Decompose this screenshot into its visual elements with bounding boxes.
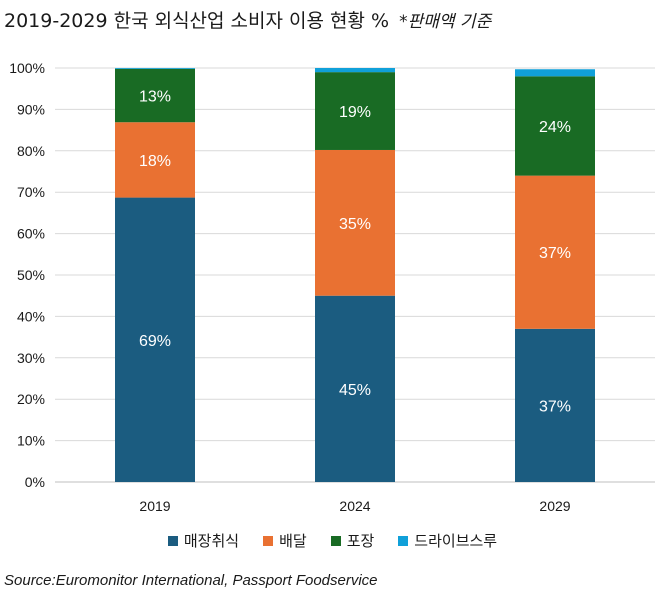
y-tick-label: 60% — [17, 226, 45, 242]
y-tick-label: 100% — [9, 60, 45, 76]
legend-label: 배달 — [279, 532, 307, 550]
legend-label: 포장 — [346, 532, 375, 550]
bar-segment — [115, 197, 195, 482]
chart-title: 2019-2029 한국 외식산업 소비자 이용 현황 % *판매액 기준 — [4, 6, 491, 33]
bar-segment — [515, 69, 595, 77]
data-label: 13% — [139, 89, 171, 106]
bar-segment — [515, 328, 595, 482]
bar-segment — [515, 175, 595, 329]
bar-segment — [315, 295, 395, 482]
data-label: 19% — [339, 104, 371, 121]
legend-swatch — [330, 535, 341, 546]
y-tick-label: 70% — [17, 184, 45, 200]
legend-label: 매장취식 — [183, 532, 240, 550]
y-tick-label: 0% — [25, 474, 45, 490]
data-label: 35% — [339, 216, 371, 233]
bar-segment — [115, 68, 195, 123]
legend-swatch — [263, 535, 274, 546]
data-label: 37% — [539, 245, 571, 262]
bar-segment — [115, 122, 195, 198]
data-label: 24% — [539, 119, 571, 136]
legend-item: 포장 — [330, 530, 375, 551]
legend-item: 배달 — [263, 530, 307, 551]
legend-swatch — [167, 535, 178, 546]
y-tick-label: 90% — [17, 101, 45, 117]
legend: 매장취식 배달 포장 드라이브스루 — [0, 530, 665, 551]
title-main: 2019-2029 한국 외식산업 소비자 이용 현황 % — [4, 10, 390, 32]
data-label: 18% — [139, 153, 171, 170]
y-tick-label: 10% — [17, 433, 45, 449]
data-label: 69% — [139, 333, 171, 350]
x-tick-label: 2029 — [539, 498, 570, 514]
bar-segment — [315, 149, 395, 296]
legend-item: 매장취식 — [167, 530, 240, 551]
data-label: 37% — [539, 398, 571, 415]
legend-item: 드라이브스루 — [398, 530, 497, 551]
x-tick-label: 2019 — [139, 498, 170, 514]
y-tick-label: 50% — [17, 267, 45, 283]
bar-segment — [515, 76, 595, 176]
x-tick-label: 2024 — [339, 498, 370, 514]
bar-segment — [315, 68, 395, 73]
legend-swatch — [398, 535, 409, 546]
bar-segment — [115, 68, 195, 69]
stacked-bar-chart: 0% 10% 20% 30% 40% 50% 60% 70% 80% 90% 100% 69% 18% 1… — [9, 60, 655, 514]
y-tick-label: 30% — [17, 350, 45, 366]
legend-label: 드라이브스루 — [414, 532, 498, 550]
bar-segment — [315, 72, 395, 150]
source-note: Source:Euromonitor International, Passpo… — [4, 572, 378, 589]
title-note: *판매액 기준 — [399, 12, 492, 32]
y-tick-label: 20% — [17, 391, 45, 407]
data-label: 45% — [339, 382, 371, 399]
y-tick-label: 80% — [17, 143, 45, 159]
y-tick-label: 40% — [17, 308, 45, 324]
